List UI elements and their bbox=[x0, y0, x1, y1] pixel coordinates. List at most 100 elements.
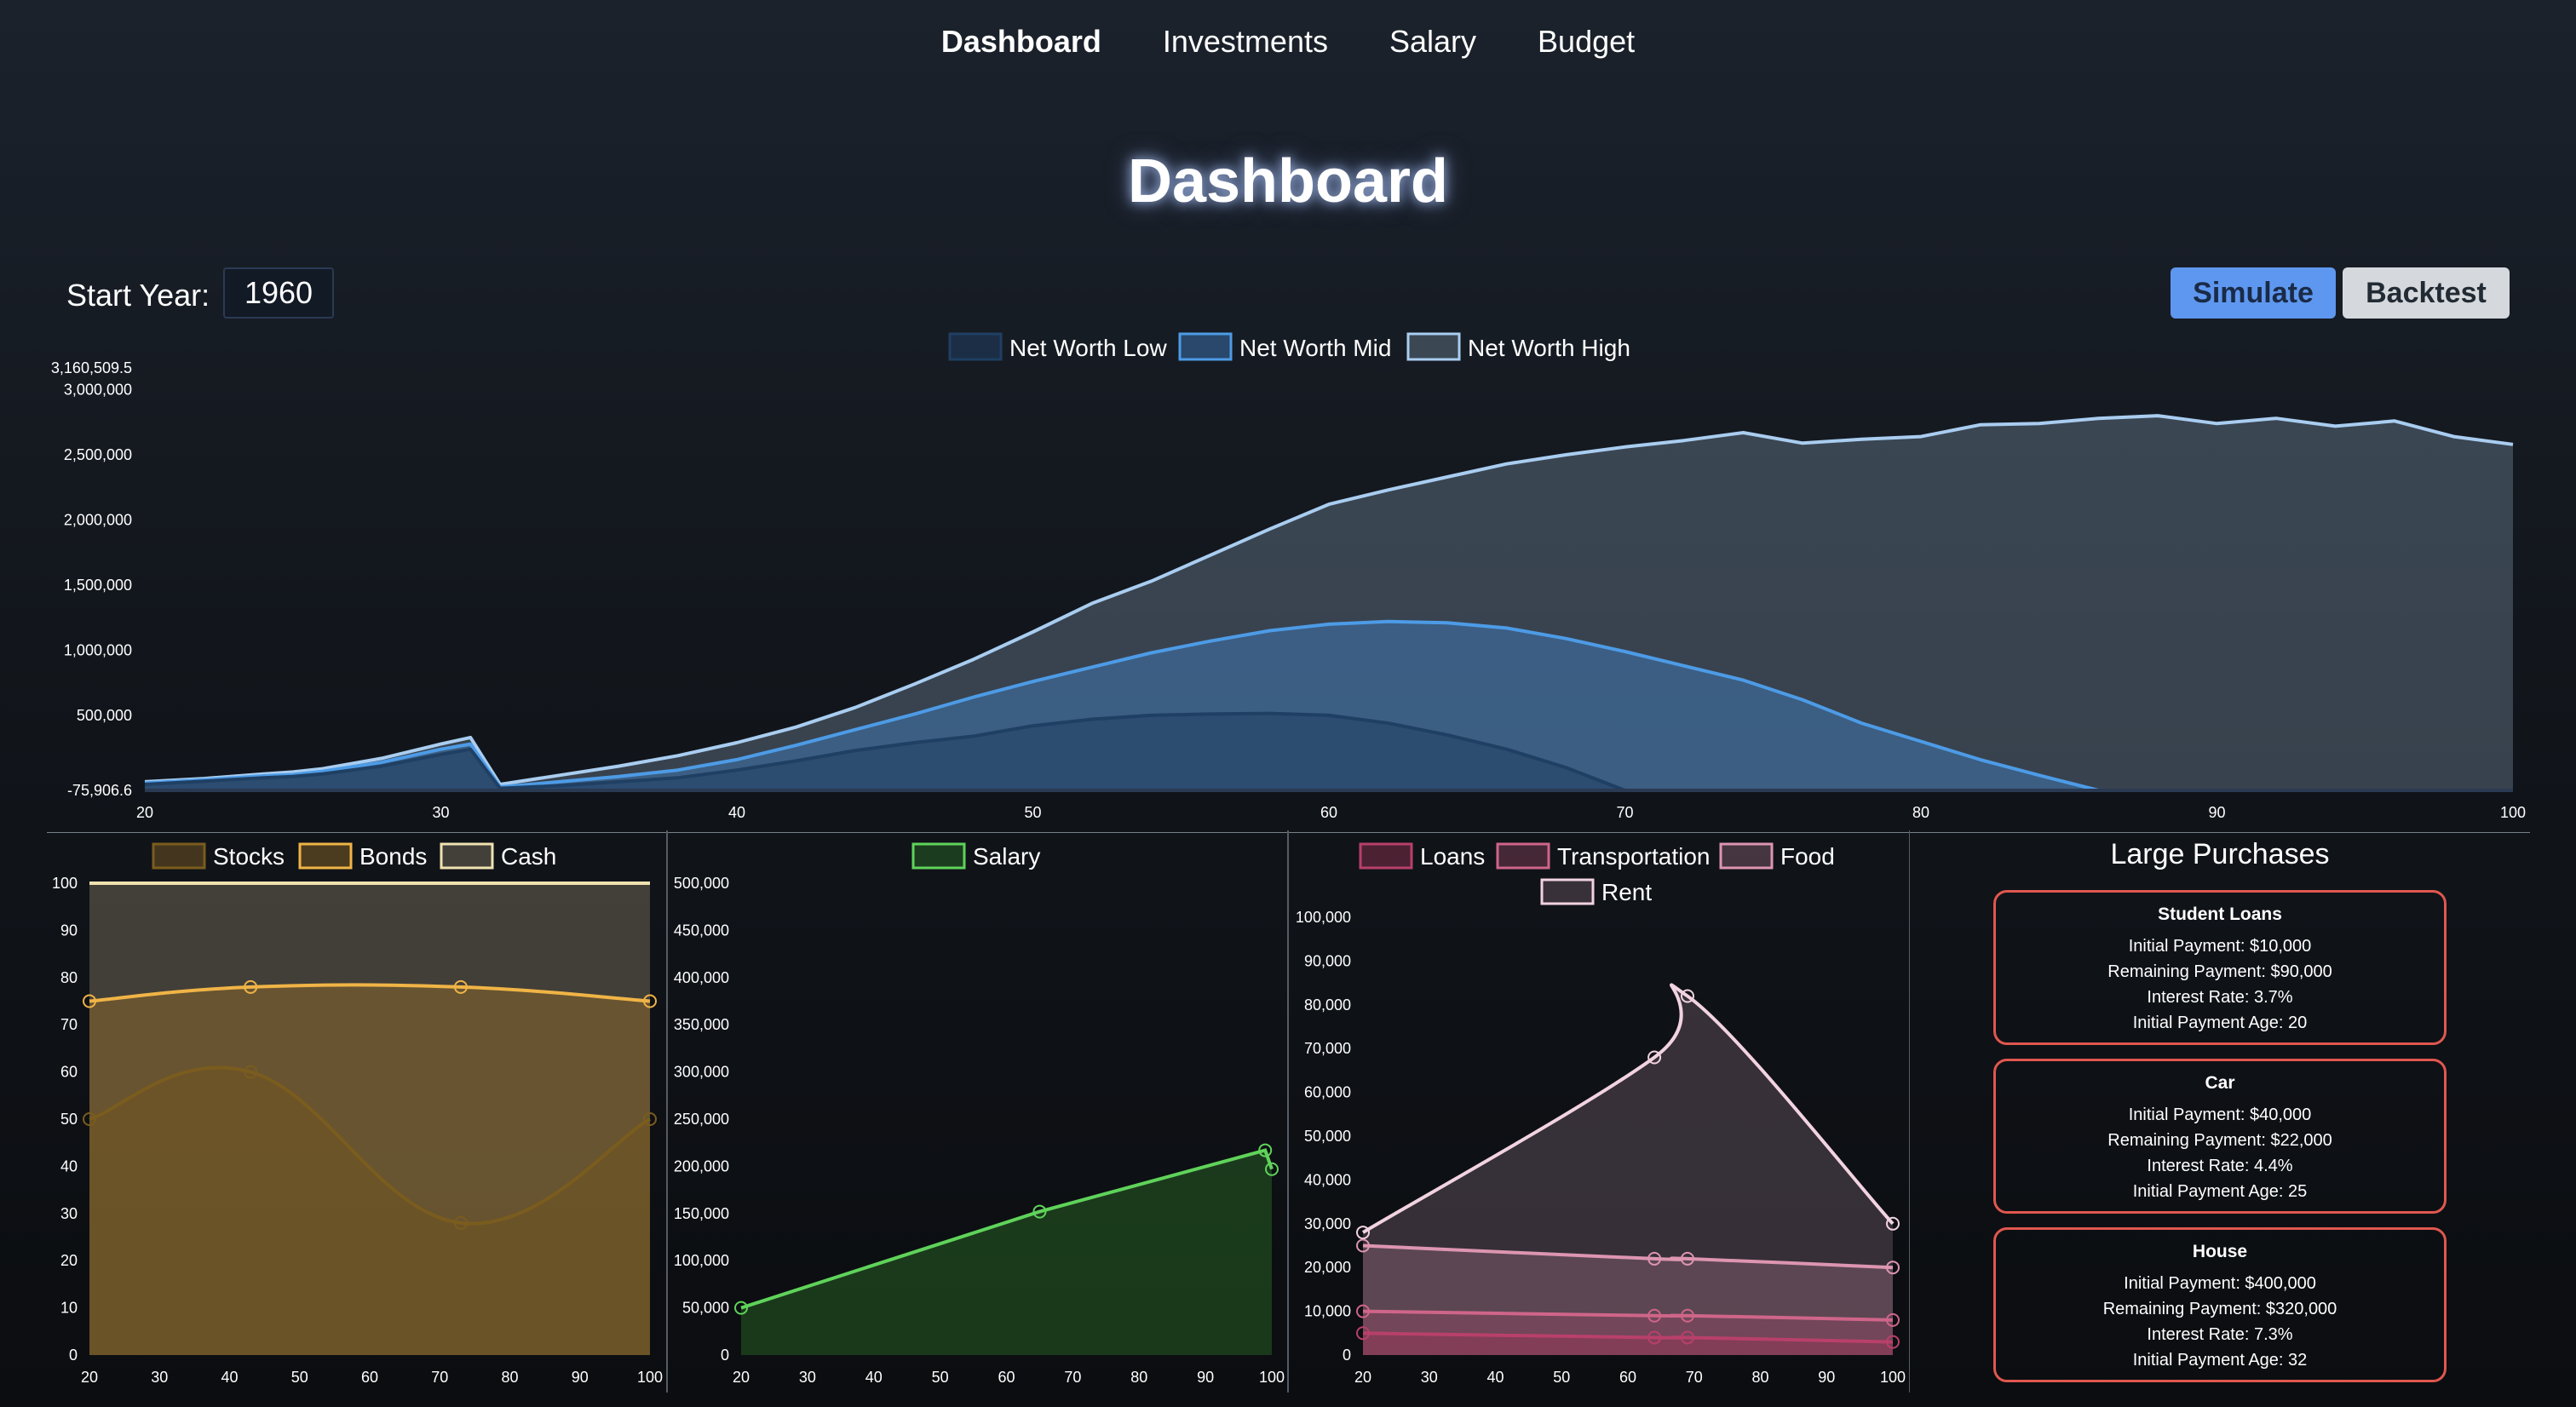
legend-net-worth-high-label: Net Worth High bbox=[1468, 335, 1630, 361]
series-area-food bbox=[1363, 1245, 1893, 1355]
y-tick-label: 450,000 bbox=[674, 922, 729, 939]
purchase-name: House bbox=[2192, 1242, 2248, 1261]
y-tick-label: 90,000 bbox=[1304, 952, 1351, 969]
data-point-loans bbox=[1886, 1335, 1900, 1349]
y-tick-label: 500,000 bbox=[77, 707, 132, 724]
y-tick-label: 500,000 bbox=[674, 875, 729, 892]
start-year-input[interactable] bbox=[223, 267, 334, 319]
series-area-salary bbox=[741, 1150, 1272, 1355]
x-tick-label: 30 bbox=[151, 1369, 168, 1386]
start-year-label: Start Year: bbox=[66, 278, 210, 313]
top-nav: Dashboard Investments Salary Budget bbox=[0, 24, 2576, 60]
y-tick-label: 200,000 bbox=[674, 1157, 729, 1174]
series-line-salary bbox=[740, 1148, 1274, 1310]
y-tick-label: 100 bbox=[52, 875, 78, 892]
simulate-button[interactable]: Simulate bbox=[2171, 267, 2336, 319]
x-tick-label: 20 bbox=[1354, 1369, 1371, 1386]
legend-net-worth-high-swatch bbox=[1406, 332, 1461, 361]
x-tick-label: 40 bbox=[728, 804, 745, 821]
data-point-salary bbox=[1258, 1143, 1273, 1157]
data-point-stocks bbox=[244, 1065, 258, 1079]
x-tick-label: 40 bbox=[1486, 1369, 1504, 1386]
data-point-loans bbox=[1680, 1330, 1694, 1345]
x-tick-label: 90 bbox=[572, 1369, 589, 1386]
y-max-label: 3,160,509.5 bbox=[51, 359, 132, 376]
data-point-bonds bbox=[83, 994, 96, 1008]
series-area-stocks bbox=[89, 1067, 650, 1355]
legend-net-worth-low-label: Net Worth Low bbox=[1009, 335, 1167, 361]
y-tick-label: 3,000,000 bbox=[64, 382, 132, 399]
data-point-stocks bbox=[643, 1112, 657, 1126]
nav-budget[interactable]: Budget bbox=[1538, 24, 1636, 59]
x-tick-label: 40 bbox=[221, 1369, 238, 1386]
nav-investments[interactable]: Investments bbox=[1162, 24, 1328, 59]
data-point-rent bbox=[1886, 1216, 1900, 1231]
purchase-remaining-payment: Remaining Payment: $90,000 bbox=[2107, 962, 2332, 981]
legend-loans-label: Loans bbox=[1420, 843, 1485, 870]
y-tick-label: 2,500,000 bbox=[64, 446, 132, 463]
y-tick-label: 70,000 bbox=[1304, 1040, 1351, 1057]
series-line-stocks bbox=[89, 1065, 651, 1226]
x-tick-label: 100 bbox=[2500, 804, 2526, 821]
data-point-stocks bbox=[453, 1215, 468, 1230]
purchase-card-student-loans: Student Loans Initial Payment: $10,000 R… bbox=[1993, 890, 2447, 1045]
y-tick-label: 30 bbox=[60, 1205, 78, 1222]
y-tick-label: 50,000 bbox=[682, 1300, 729, 1317]
x-tick-label: 60 bbox=[361, 1369, 378, 1386]
y-tick-label: 0 bbox=[69, 1347, 78, 1364]
x-tick-label: 90 bbox=[1818, 1369, 1835, 1386]
data-point-transportation bbox=[1886, 1312, 1900, 1327]
data-point-salary bbox=[1032, 1204, 1047, 1219]
data-point-transportation bbox=[1356, 1304, 1370, 1318]
data-point-rent bbox=[1647, 1050, 1662, 1065]
data-point-food bbox=[1356, 1238, 1370, 1253]
purchase-name: Car bbox=[2205, 1073, 2235, 1093]
purchase-initial-age: Initial Payment Age: 20 bbox=[2132, 1014, 2308, 1032]
legend-net-worth-low-swatch bbox=[948, 332, 1003, 361]
x-tick-label: 50 bbox=[291, 1369, 308, 1386]
y-tick-label: 1,500,000 bbox=[64, 577, 132, 594]
y-tick-label: 0 bbox=[1343, 1347, 1351, 1364]
y-tick-label: 250,000 bbox=[674, 1111, 729, 1128]
y-tick-label: 60,000 bbox=[1304, 1084, 1351, 1101]
x-tick-label: 80 bbox=[501, 1369, 518, 1386]
y-tick-label: 20 bbox=[60, 1252, 78, 1269]
purchase-initial-age: Initial Payment Age: 25 bbox=[2132, 1182, 2308, 1201]
purchase-interest-rate: Interest Rate: 7.3% bbox=[2147, 1325, 2293, 1344]
legend-food-label: Food bbox=[1780, 843, 1835, 870]
x-tick-label: 90 bbox=[2208, 804, 2225, 821]
large-purchases-title: Large Purchases bbox=[2110, 838, 2330, 870]
x-tick-label: 70 bbox=[1064, 1369, 1081, 1386]
nav-dashboard[interactable]: Dashboard bbox=[940, 24, 1101, 59]
x-tick-label: 100 bbox=[637, 1369, 663, 1386]
x-tick-label: 50 bbox=[1024, 804, 1041, 821]
legend-net-worth-mid-label: Net Worth Mid bbox=[1239, 335, 1391, 361]
page-title: Dashboard bbox=[1127, 147, 1449, 215]
series-line-bonds bbox=[89, 983, 651, 1003]
data-point-transportation bbox=[1680, 1308, 1694, 1323]
data-point-food bbox=[1647, 1251, 1662, 1266]
x-tick-label: 20 bbox=[136, 804, 153, 821]
y-tick-label: 70 bbox=[60, 1016, 78, 1033]
series-area-net-worth-mid bbox=[145, 621, 2513, 790]
series-line-transportation bbox=[1362, 1309, 1894, 1322]
x-tick-label: 70 bbox=[1616, 804, 1633, 821]
x-tick-label: 100 bbox=[1259, 1369, 1285, 1386]
nav-salary[interactable]: Salary bbox=[1389, 24, 1477, 59]
purchase-card-house: House Initial Payment: $400,000 Remainin… bbox=[1993, 1227, 2447, 1382]
data-point-stocks bbox=[83, 1112, 96, 1126]
y-tick-label: 300,000 bbox=[674, 1064, 729, 1081]
legend-transportation-swatch bbox=[1496, 842, 1550, 870]
series-line-net-worth-high bbox=[144, 414, 2514, 786]
y-min-label: -75,906.6 bbox=[67, 782, 132, 799]
legend-food-swatch bbox=[1719, 842, 1774, 870]
x-tick-label: 60 bbox=[1320, 804, 1337, 821]
x-tick-label: 90 bbox=[1197, 1369, 1214, 1386]
backtest-button[interactable]: Backtest bbox=[2343, 267, 2510, 319]
y-tick-label: 50,000 bbox=[1304, 1128, 1351, 1145]
purchase-initial-payment: Initial Payment: $400,000 bbox=[2124, 1274, 2316, 1293]
y-tick-label: 40,000 bbox=[1304, 1171, 1351, 1188]
y-tick-label: 350,000 bbox=[674, 1016, 729, 1033]
y-tick-label: 50 bbox=[60, 1111, 78, 1128]
data-point-loans bbox=[1647, 1330, 1662, 1345]
